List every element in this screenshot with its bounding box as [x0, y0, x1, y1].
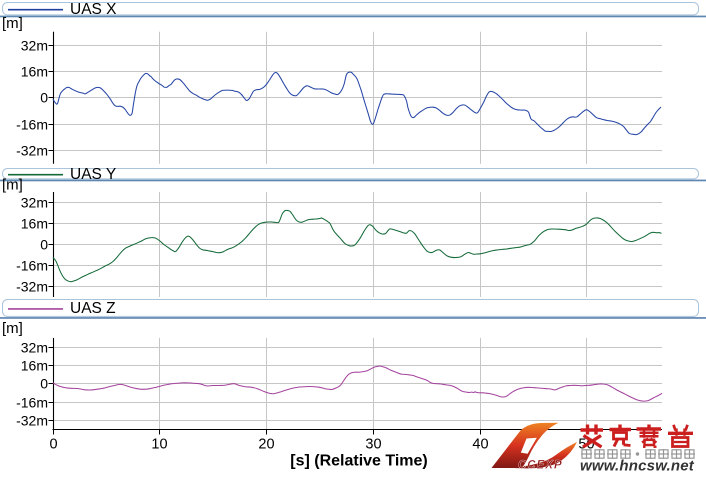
svg-text:40: 40 — [472, 437, 488, 453]
svg-text:10: 10 — [151, 437, 167, 453]
svg-text:0: 0 — [40, 376, 48, 392]
svg-text:16m: 16m — [21, 216, 48, 232]
svg-text:0: 0 — [40, 237, 48, 253]
svg-text:[m]: [m] — [2, 320, 23, 337]
svg-text:-16m: -16m — [16, 117, 48, 133]
svg-text:CCEXP: CCEXP — [518, 460, 563, 472]
svg-text:32m: 32m — [21, 195, 48, 211]
svg-text:[s] (Relative Time): [s] (Relative Time) — [290, 453, 428, 470]
svg-text:-16m: -16m — [16, 258, 48, 274]
svg-text:UAS Z: UAS Z — [70, 300, 116, 317]
svg-text:0: 0 — [40, 90, 48, 106]
svg-text:16m: 16m — [21, 358, 48, 374]
svg-text:www.hncsw.net: www.hncsw.net — [580, 458, 695, 475]
svg-text:30: 30 — [365, 437, 381, 453]
svg-text:32m: 32m — [21, 340, 48, 356]
svg-text:UAS Y: UAS Y — [70, 166, 116, 183]
svg-text:32m: 32m — [21, 38, 48, 54]
svg-text:-32m: -32m — [16, 279, 48, 295]
svg-text:0: 0 — [49, 437, 57, 453]
svg-text:20: 20 — [258, 437, 274, 453]
svg-text:-16m: -16m — [16, 395, 48, 411]
svg-text:-32m: -32m — [16, 413, 48, 429]
svg-text:-32m: -32m — [16, 143, 48, 159]
svg-text:[m]: [m] — [2, 177, 23, 194]
svg-text:UAS X: UAS X — [70, 1, 117, 18]
svg-text:[m]: [m] — [2, 15, 23, 32]
svg-text:16m: 16m — [21, 64, 48, 80]
